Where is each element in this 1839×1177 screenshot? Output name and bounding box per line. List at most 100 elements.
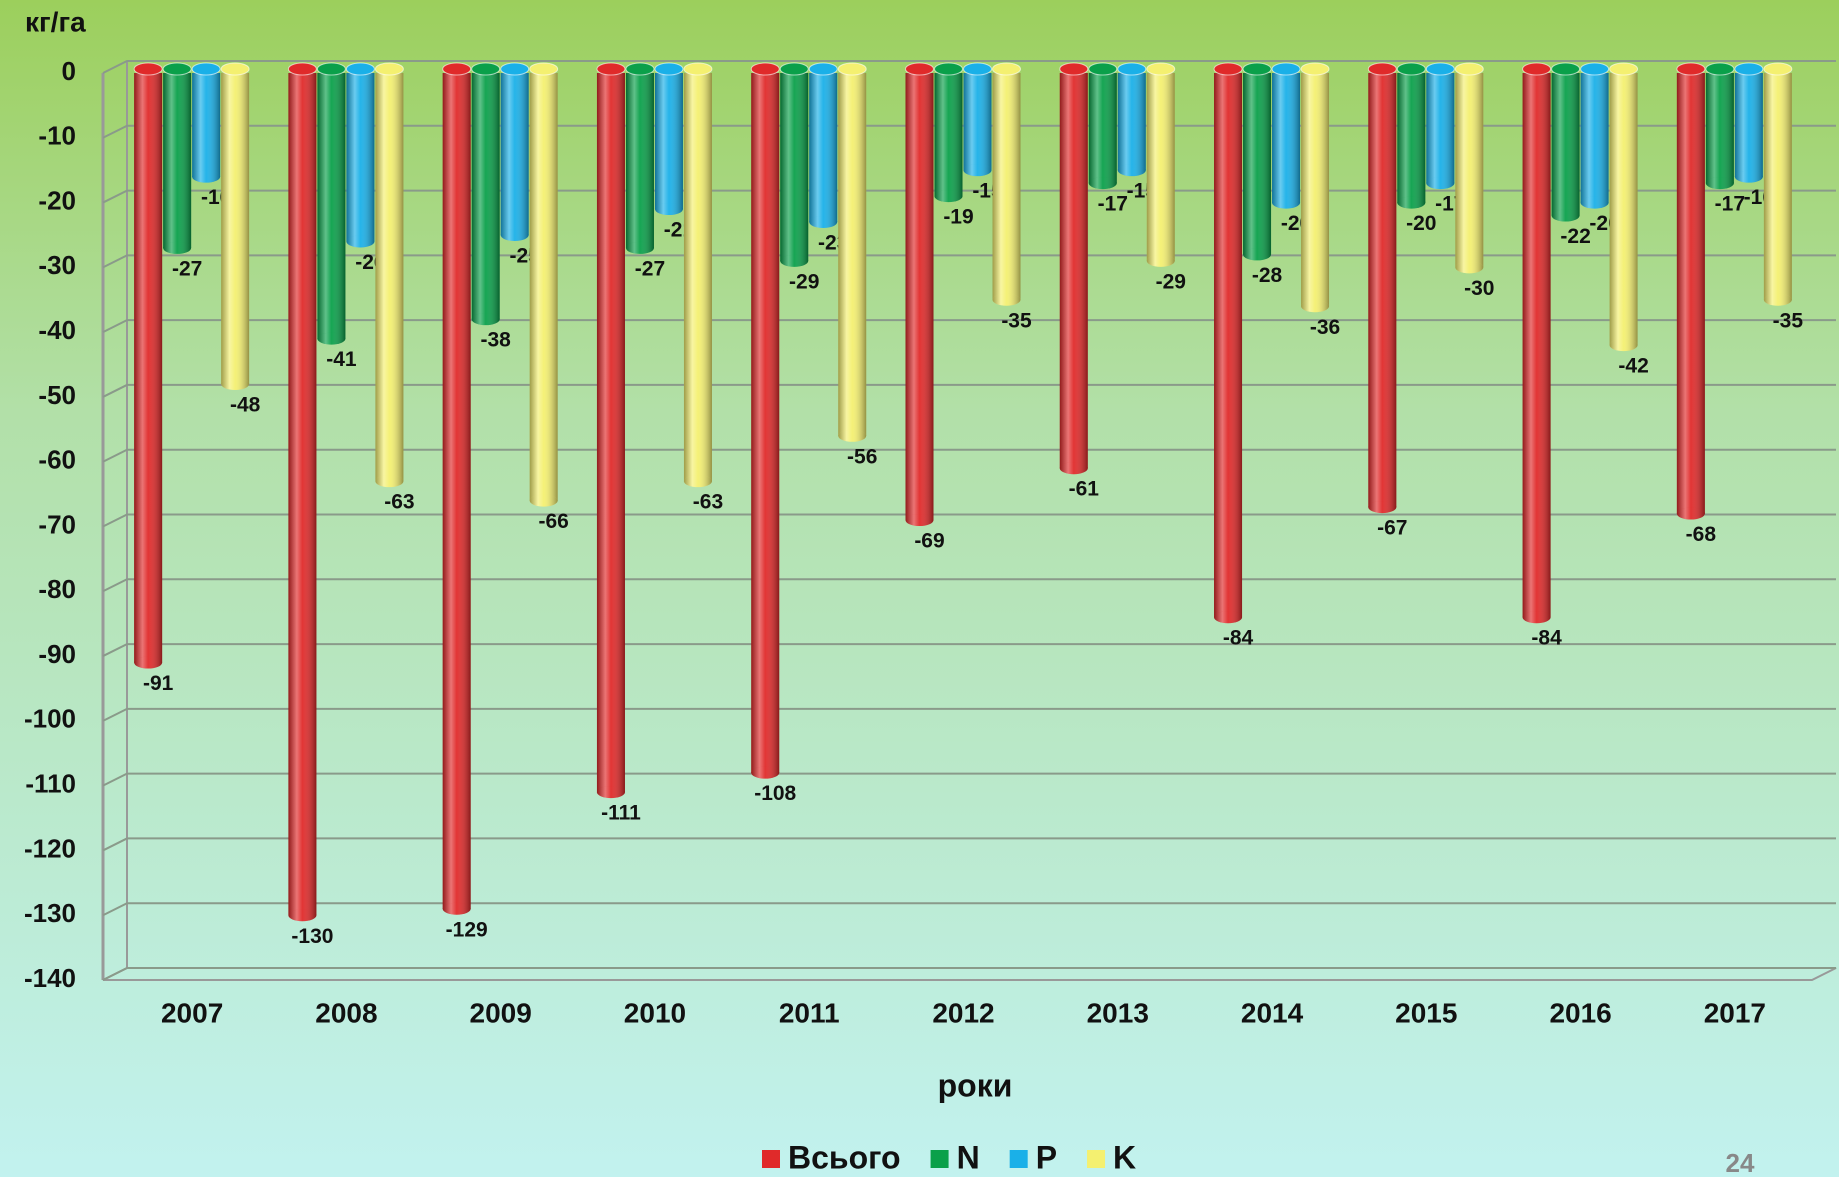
data-label: -28 [1252,264,1283,287]
x-tick-label: 2012 [932,997,994,1028]
bar-shine [751,73,780,773]
bar-end-shade [134,656,163,669]
bar-end-shade [963,164,992,177]
grid-line [102,772,1836,787]
data-label: -69 [914,530,944,553]
x-tick-label: 2007 [161,997,223,1028]
y-tick-label: -110 [25,769,76,799]
bar-cap [1425,62,1455,76]
y-tick-label: -60 [38,445,76,475]
bar-cap [529,62,559,76]
bar-cap [287,62,317,76]
y-tick-label: -90 [38,639,76,669]
y-tick-label: -40 [38,315,76,345]
x-axis-label: роки [938,1067,1013,1103]
bar-shine [1088,73,1117,184]
bar-cap [374,62,404,76]
data-label: -17 [1715,193,1745,216]
bar-shine [1609,73,1638,346]
bar-cap [992,62,1021,76]
grid-line [102,643,1836,657]
bar-cap [808,62,838,76]
bar-end-shade [1214,611,1243,624]
data-label: -111 [601,802,641,825]
bar-shine [596,73,625,793]
bar-shine [375,73,404,482]
bar-shine [992,73,1021,300]
bar-cap [654,62,684,76]
bar-end-shade [1676,507,1705,520]
data-label: -67 [1377,517,1407,540]
data-label: -91 [143,672,174,695]
bar-end-shade [751,766,780,779]
y-tick-label: -30 [38,250,76,280]
y-tick-label: -10 [38,121,76,151]
bar-cap [220,62,250,76]
data-label: -36 [1310,316,1340,339]
bar-cap [345,62,375,76]
y-tick-label: 0 [62,56,76,86]
bar-shine [221,73,250,384]
bar-end-shade [1088,177,1117,190]
bar-shine [654,73,683,210]
bar-cap [1367,62,1397,76]
bar-shine [625,73,654,248]
bar-shine [471,73,500,320]
bar-shine [683,73,712,482]
x-tick-label: 2016 [1549,997,1611,1028]
bar-shine [1676,73,1705,514]
data-label: -29 [1156,270,1186,293]
data-label: -29 [789,270,819,293]
data-label: -17 [1098,193,1128,216]
x-tick-label: 2010 [624,997,686,1028]
page-number: 24 [1726,1148,1755,1177]
bar-end-shade [163,241,192,254]
bar-shine [1368,73,1397,508]
data-label: -27 [635,257,665,280]
bar-shine [780,73,809,261]
bar-shine [346,73,375,242]
grid-line [102,448,1836,463]
data-label: -63 [693,491,723,514]
grid-line [102,967,1836,981]
bar-end-shade [1455,261,1484,274]
y-tick-label: -80 [38,574,76,604]
bar-end-shade [346,235,375,248]
legend-swatch [930,1150,949,1168]
bar-end-shade [625,241,654,254]
bar-cap [934,62,963,76]
bar-cap [1522,62,1552,76]
bar-end-shade [1426,177,1455,190]
bar-cap [1396,62,1426,76]
grid-line [102,707,1836,722]
data-label: -22 [1560,225,1590,248]
bar-shine [1705,73,1734,184]
bar-end-shade [654,203,683,216]
bar-end-shade [529,494,558,507]
bar-end-shade [1368,501,1397,514]
bar-shine [1117,73,1146,171]
bar-end-shade [1243,248,1272,261]
bar-shine [1243,73,1272,255]
bar-cap [500,62,530,76]
bar-shine [1763,73,1792,300]
bar-end-shade [1117,164,1146,177]
bar-end-shade [288,909,317,922]
bar-cap [1300,62,1330,76]
bar-cap [683,62,713,76]
bar-shine [1146,73,1175,261]
bar-end-shade [809,216,838,229]
bar-end-shade [1763,293,1792,306]
bar-shine [134,73,163,663]
data-label: -35 [1773,309,1804,332]
bar-cap [471,62,501,76]
grid-line [102,319,1836,334]
bar-cap [1059,62,1089,76]
data-label: -108 [754,782,796,805]
bar-end-shade [1551,209,1580,222]
bar-shine [963,73,992,171]
bar-end-shade [375,475,404,488]
bar-end-shade [1734,170,1763,183]
bar-end-shade [838,429,867,442]
bar-end-shade [471,313,500,326]
